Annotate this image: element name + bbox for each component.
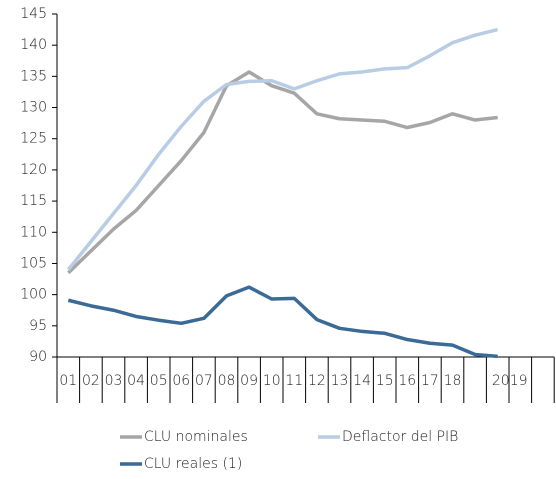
y-tick-label: 140	[20, 37, 47, 53]
x-tick-label: 18	[444, 373, 462, 389]
series-line	[67, 285, 498, 359]
x-tick-label: 17	[421, 373, 439, 389]
x-tick-label: 06	[172, 373, 190, 389]
y-tick-label: 115	[20, 193, 47, 209]
x-tick-label: 10	[263, 373, 281, 389]
x-tick-label: 09	[240, 373, 258, 389]
legend-label: CLU reales (1)	[144, 456, 242, 472]
y-tick-label: 120	[20, 162, 47, 178]
x-tick-label: 07	[195, 373, 213, 389]
y-tick-label: 125	[20, 131, 47, 147]
legend-label: CLU nominales	[144, 429, 248, 445]
y-tick-label: 145	[20, 6, 47, 22]
series-line	[66, 27, 499, 271]
y-tick-label: 135	[20, 68, 47, 84]
legend-label: Deflactor del PIB	[342, 429, 458, 445]
x-tick-label: 02	[82, 373, 100, 389]
x-tick-label: 04	[127, 373, 145, 389]
x-tick-label: 03	[105, 373, 123, 389]
x-tick-label: 16	[398, 373, 416, 389]
x-tick-label: 01	[59, 373, 77, 389]
series-line	[67, 70, 498, 275]
y-tick-label: 105	[20, 255, 47, 271]
x-tick-label: 13	[331, 373, 349, 389]
x-tick-label: 14	[353, 373, 371, 389]
y-tick-label: 95	[29, 318, 47, 334]
x-tick-label: 2019	[492, 373, 528, 389]
y-tick-label: 100	[20, 287, 47, 303]
x-tick-label: 05	[150, 373, 168, 389]
y-tick-label: 130	[20, 100, 47, 116]
x-tick-label: 11	[285, 373, 303, 389]
y-tick-label: 110	[20, 224, 47, 240]
y-tick-label: 90	[29, 349, 47, 365]
x-tick-label: 15	[376, 373, 394, 389]
x-tick-label: 12	[308, 373, 326, 389]
x-tick-label: 08	[218, 373, 236, 389]
